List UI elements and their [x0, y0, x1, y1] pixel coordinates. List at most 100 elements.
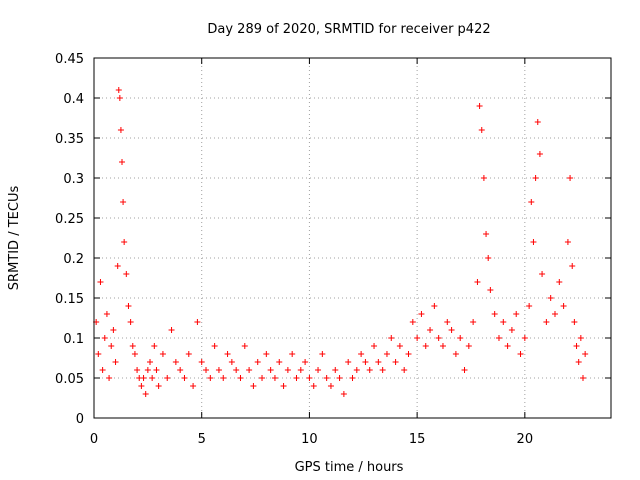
data-point	[181, 375, 188, 381]
data-point	[220, 375, 227, 381]
data-point	[569, 263, 576, 269]
data-point	[155, 383, 162, 389]
data-point	[123, 271, 130, 277]
data-point	[504, 343, 511, 349]
data-point	[149, 375, 156, 381]
data-point	[144, 367, 151, 373]
data-point	[293, 375, 300, 381]
data-point	[465, 343, 472, 349]
data-point	[140, 375, 147, 381]
data-point	[233, 367, 240, 373]
data-point	[276, 359, 283, 365]
data-point	[567, 175, 574, 181]
data-point	[110, 327, 117, 333]
data-point	[340, 391, 347, 397]
data-point	[99, 367, 106, 373]
data-point	[353, 367, 360, 373]
data-point	[543, 319, 550, 325]
data-point	[534, 119, 541, 125]
y-tick-label: 0.4	[63, 92, 84, 107]
data-point	[119, 159, 126, 165]
data-point	[487, 287, 494, 293]
data-point	[431, 303, 438, 309]
data-point	[115, 87, 122, 93]
x-tick-label: 0	[90, 432, 98, 447]
y-tick-label: 0.15	[55, 292, 84, 307]
data-point	[414, 335, 421, 341]
data-point	[101, 335, 108, 341]
data-point	[142, 391, 149, 397]
data-point	[289, 351, 296, 357]
data-point	[159, 351, 166, 357]
data-point	[117, 127, 124, 133]
chart-title: Day 289 of 2020, SRMTID for receiver p42…	[207, 22, 490, 37]
data-point	[526, 303, 533, 309]
y-tick-label: 0.25	[55, 212, 84, 227]
x-tick-label: 10	[301, 432, 318, 447]
data-point	[513, 311, 520, 317]
data-point	[185, 351, 192, 357]
data-point	[551, 311, 558, 317]
data-point	[168, 327, 175, 333]
data-point	[528, 199, 535, 205]
data-point	[198, 359, 205, 365]
y-tick-label: 0.35	[55, 132, 84, 147]
data-point	[383, 351, 390, 357]
data-point	[131, 351, 138, 357]
data-point	[532, 175, 539, 181]
data-point	[121, 239, 128, 245]
data-point	[579, 375, 586, 381]
data-point	[177, 367, 184, 373]
y-axis-label: SRMTID / TECUs	[7, 186, 22, 291]
data-point	[422, 343, 429, 349]
data-point	[172, 359, 179, 365]
data-point	[366, 367, 373, 373]
data-point	[332, 367, 339, 373]
data-point	[452, 351, 459, 357]
data-point	[327, 383, 334, 389]
data-point	[297, 367, 304, 373]
data-point	[457, 335, 464, 341]
data-point	[478, 127, 485, 133]
data-point	[215, 367, 222, 373]
data-point	[470, 319, 477, 325]
data-point	[375, 359, 382, 365]
data-point	[480, 175, 487, 181]
data-point	[114, 263, 121, 269]
y-tick-label: 0.2	[63, 252, 84, 267]
data-point	[127, 319, 134, 325]
data-point	[388, 335, 395, 341]
data-point	[539, 271, 546, 277]
data-point	[310, 383, 317, 389]
data-point	[207, 375, 214, 381]
data-point	[125, 303, 132, 309]
data-point	[147, 359, 154, 365]
data-point	[427, 327, 434, 333]
y-tick-label: 0.05	[55, 372, 84, 387]
data-point	[224, 351, 231, 357]
data-point	[582, 351, 589, 357]
data-point	[250, 383, 257, 389]
x-axis-label: GPS time / hours	[295, 460, 404, 475]
data-point	[474, 279, 481, 285]
data-point	[164, 375, 171, 381]
data-point	[521, 335, 528, 341]
data-point	[134, 367, 141, 373]
data-point	[349, 375, 356, 381]
data-point	[203, 367, 210, 373]
data-point	[129, 343, 136, 349]
data-point	[284, 367, 291, 373]
data-point	[358, 351, 365, 357]
data-point	[401, 367, 408, 373]
data-point	[211, 343, 218, 349]
data-point	[560, 303, 567, 309]
data-point	[439, 343, 446, 349]
data-point	[246, 367, 253, 373]
data-point	[485, 255, 492, 261]
data-point	[536, 151, 543, 157]
data-point	[194, 319, 201, 325]
data-point	[319, 351, 326, 357]
data-point	[556, 279, 563, 285]
data-point	[517, 351, 524, 357]
